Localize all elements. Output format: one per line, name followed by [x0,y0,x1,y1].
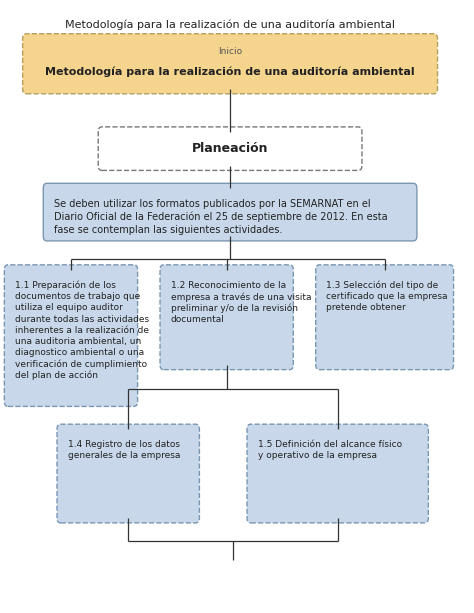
Text: Inicio: Inicio [218,47,242,56]
Text: Se deben utilizar los formatos publicados por la SEMARNAT en el
Diario Oficial d: Se deben utilizar los formatos publicado… [54,199,387,235]
Text: Metodología para la realización de una auditoría ambiental: Metodología para la realización de una a… [65,19,395,30]
FancyBboxPatch shape [98,127,362,170]
FancyBboxPatch shape [57,424,200,523]
Text: Metodología para la realización de una auditoría ambiental: Metodología para la realización de una a… [46,66,415,77]
FancyBboxPatch shape [43,183,417,241]
FancyBboxPatch shape [4,265,137,406]
Text: Planeación: Planeación [192,142,268,155]
Text: 1.3 Selección del tipo de
certificado que la empresa
pretende obtener: 1.3 Selección del tipo de certificado qu… [326,281,448,313]
FancyBboxPatch shape [316,265,454,370]
Text: 1.1 Preparación de los
documentos de trabajo que
utiliza el equipo auditor
duran: 1.1 Preparación de los documentos de tra… [15,281,149,380]
Text: 1.5 Definición del alcance físico
y operativo de la empresa: 1.5 Definición del alcance físico y oper… [257,440,401,460]
Text: 1.4 Registro de los datos
generales de la empresa: 1.4 Registro de los datos generales de l… [67,440,180,460]
FancyBboxPatch shape [23,34,438,94]
FancyBboxPatch shape [247,424,428,523]
Text: 1.2 Reconocimiento de la
empresa a través de una visita
preliminar y/o de la rev: 1.2 Reconocimiento de la empresa a travé… [171,281,311,324]
FancyBboxPatch shape [160,265,293,370]
